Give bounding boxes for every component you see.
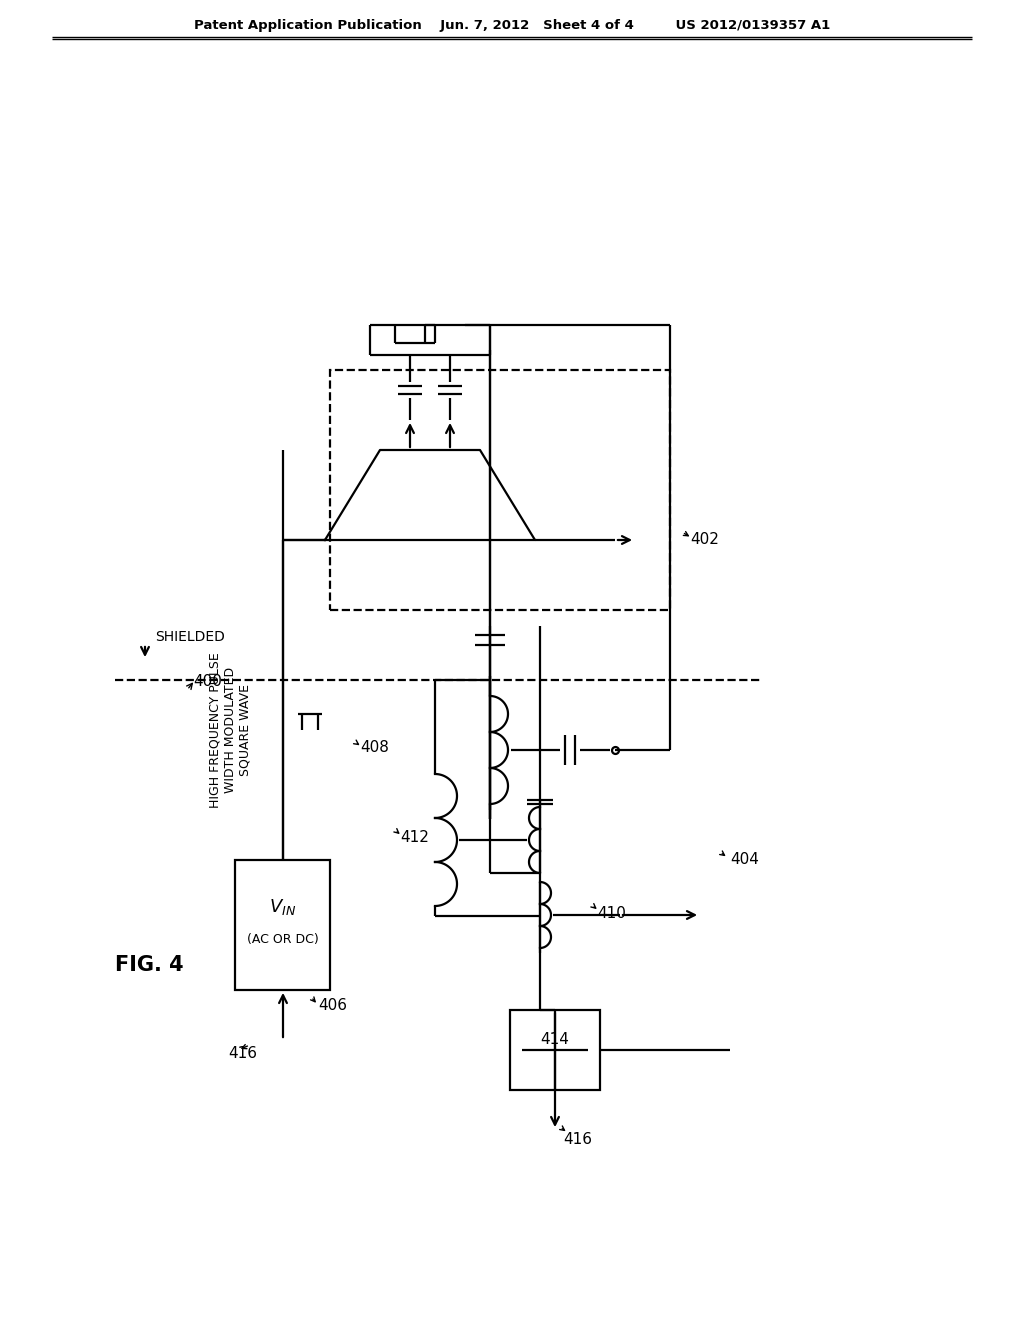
Text: HIGH FREQUENCY PULSE
WIDTH MODULATED
SQUARE WAVE: HIGH FREQUENCY PULSE WIDTH MODULATED SQU… [209,652,252,808]
Text: 416: 416 [228,1045,257,1060]
Text: FIG. 4: FIG. 4 [115,954,183,975]
Text: 404: 404 [730,853,759,867]
Bar [234,861,330,990]
Text: (AC OR DC): (AC OR DC) [247,933,318,946]
Text: SHIELDED: SHIELDED [155,630,225,644]
Text: 412: 412 [400,830,429,846]
Text: 406: 406 [318,998,347,1012]
Text: 414: 414 [541,1032,569,1048]
Bar [330,370,670,610]
Bar [510,1010,600,1090]
Text: 416: 416 [563,1133,592,1147]
Text: 410: 410 [597,906,626,920]
Text: 402: 402 [690,532,719,548]
Text: 400: 400 [193,675,222,689]
Text: Patent Application Publication    Jun. 7, 2012   Sheet 4 of 4         US 2012/01: Patent Application Publication Jun. 7, 2… [194,18,830,32]
Text: 408: 408 [360,739,389,755]
Text: $V_{IN}$: $V_{IN}$ [269,898,296,917]
